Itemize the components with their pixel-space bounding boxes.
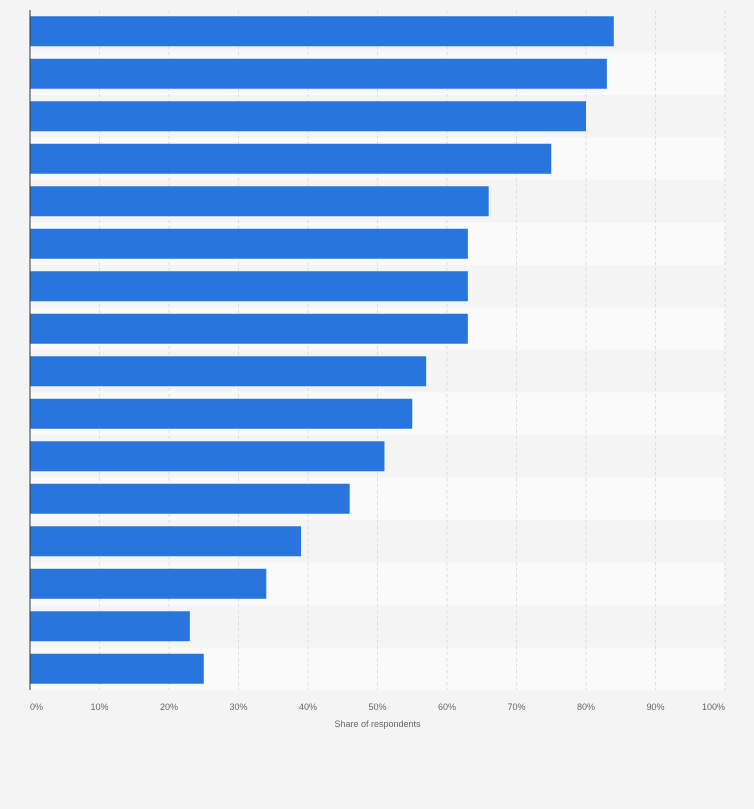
x-tick-label: 90% <box>646 702 664 712</box>
bar[interactable] <box>30 483 350 514</box>
bar[interactable] <box>30 611 190 642</box>
bar[interactable] <box>30 143 552 174</box>
x-tick-label: 20% <box>160 702 178 712</box>
x-tick-label: 10% <box>90 702 108 712</box>
x-tick-label: 0% <box>30 702 43 712</box>
bars <box>30 16 614 684</box>
bar[interactable] <box>30 398 413 429</box>
bar[interactable] <box>30 568 267 599</box>
bar[interactable] <box>30 228 468 259</box>
x-tick-label: 80% <box>577 702 595 712</box>
x-tick-label: 50% <box>368 702 386 712</box>
x-axis-title: Share of respondents <box>334 719 421 729</box>
bar[interactable] <box>30 653 204 684</box>
bar[interactable] <box>30 526 302 557</box>
x-tick-label: 60% <box>438 702 456 712</box>
x-tick-label: 30% <box>229 702 247 712</box>
bar[interactable] <box>30 186 489 217</box>
x-tick-label: 70% <box>507 702 525 712</box>
bar[interactable] <box>30 441 385 472</box>
bar[interactable] <box>30 58 607 89</box>
x-tick-label: 100% <box>702 702 725 712</box>
bar[interactable] <box>30 356 427 387</box>
bar[interactable] <box>30 313 468 344</box>
x-axis-ticks: 0% 10% 20% 30% 40% 50% 60% 70% 80% 90% 100% <box>30 702 725 712</box>
bar[interactable] <box>30 16 614 47</box>
x-tick-label: 40% <box>299 702 317 712</box>
bar[interactable] <box>30 271 468 302</box>
bar[interactable] <box>30 101 586 132</box>
